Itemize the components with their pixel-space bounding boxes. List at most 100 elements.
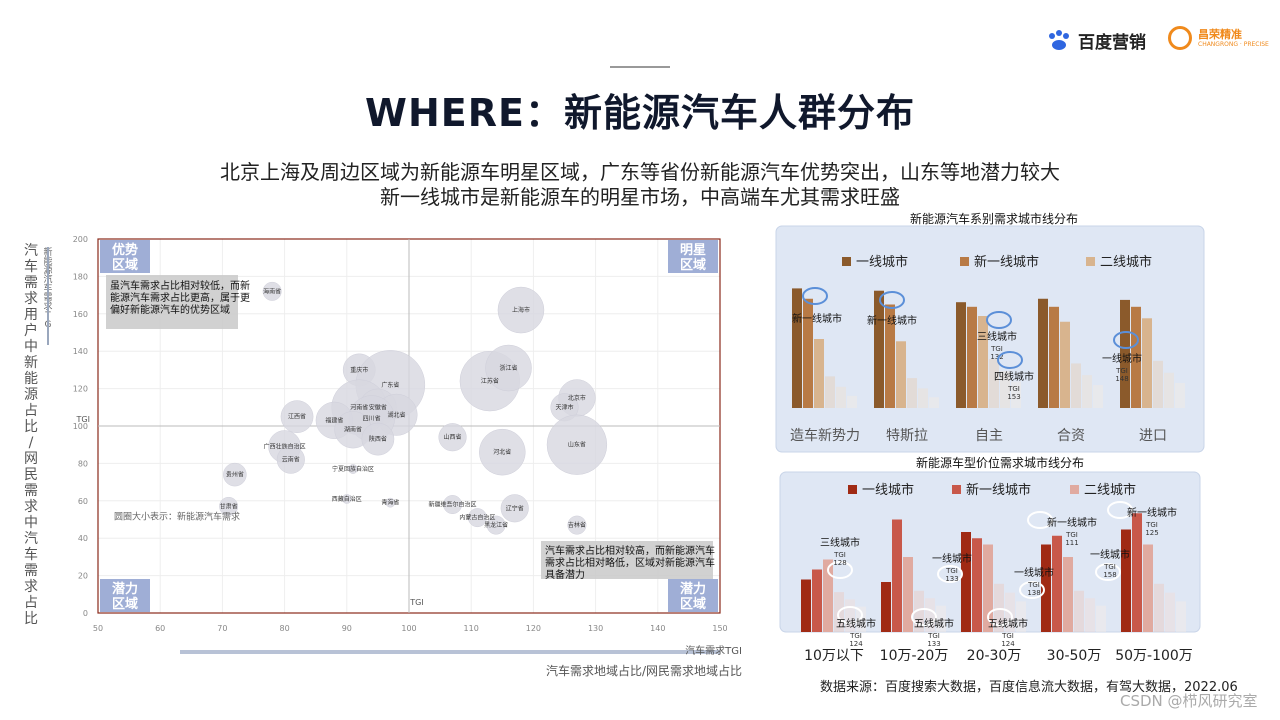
- category-label: 50万-100万: [1115, 648, 1193, 664]
- bar: [1143, 544, 1153, 632]
- changrong-logo-text: 昌荣精准: [1198, 27, 1242, 41]
- y-axis-label: 占: [24, 595, 38, 611]
- bubble-label: 江西省: [288, 413, 306, 421]
- quadrant-label: 明星: [680, 243, 706, 258]
- annotation-top-left: 偏好新能源汽车的优势区域: [110, 303, 230, 316]
- bar: [792, 288, 802, 408]
- bubble-point: [467, 508, 487, 528]
- bar: [1082, 375, 1092, 408]
- bubble-label: 江苏省: [481, 377, 499, 385]
- highlight-circle: [1095, 563, 1121, 581]
- bar: [847, 395, 857, 408]
- bar: [1093, 385, 1103, 408]
- bar: [812, 569, 822, 632]
- legend-label: 一线城市: [862, 482, 914, 498]
- y-axis-label: 源: [24, 387, 38, 403]
- bar: [1153, 360, 1163, 408]
- bar: [1176, 601, 1186, 632]
- bar: [903, 557, 913, 632]
- bubble-label: 新疆维吾尔自治区: [429, 501, 477, 509]
- quadrant-label: 潜力: [680, 581, 706, 597]
- quadrant-box: [100, 579, 150, 612]
- bar: [1074, 590, 1084, 632]
- y-axis-label: 求: [24, 579, 38, 595]
- y-tick-label: 140: [73, 347, 88, 356]
- highlight-circle: [802, 287, 828, 305]
- annotation-bottom-right: 具备潜力: [545, 568, 585, 581]
- y-tick-label: 120: [73, 385, 88, 394]
- highlight-circle: [1107, 501, 1133, 519]
- quadrant-label: 优势: [112, 242, 138, 258]
- bubble-point: [280, 400, 314, 433]
- bubble-label: 广西壮族自治区: [264, 443, 306, 451]
- size-note: 圆圈大小表示：新能源汽车需求: [114, 511, 240, 523]
- bar: [914, 590, 924, 632]
- quadrant-box: [668, 579, 718, 612]
- bubble-label: 辽宁省: [506, 504, 524, 512]
- legend-swatch: [1070, 485, 1079, 494]
- bubble-point: [438, 423, 467, 452]
- bar: [1164, 372, 1174, 408]
- baidu-logo-text: 百度营销: [1078, 33, 1146, 53]
- bar: [929, 397, 939, 408]
- bubble-label: 河北省: [493, 448, 511, 456]
- bubble-label: 上海市: [512, 306, 530, 314]
- bar: [823, 559, 833, 632]
- bar: [956, 302, 966, 408]
- bar: [1041, 544, 1051, 632]
- bar: [961, 532, 971, 632]
- x-tick-label: 110: [464, 624, 479, 633]
- bar: [1000, 371, 1010, 408]
- legend-swatch: [960, 257, 969, 266]
- bar: [1085, 598, 1095, 632]
- bubble-point: [276, 445, 305, 474]
- bar: [1154, 583, 1164, 632]
- bubble-point: [479, 428, 526, 476]
- bubble-point: [361, 422, 395, 456]
- bubble-point: [567, 515, 587, 535]
- legend-swatch: [1086, 257, 1095, 266]
- highlight-label: 三线城市: [820, 536, 860, 549]
- legend-swatch: [952, 485, 961, 494]
- highlight-tgi: TGI: [1103, 563, 1116, 571]
- bubble-label: 天津市: [555, 403, 573, 411]
- highlight-circle: [1027, 511, 1053, 529]
- bubble-label: 海南省: [263, 287, 281, 295]
- category-label: 进口: [1139, 428, 1167, 444]
- title-divider: [610, 66, 670, 68]
- bubble-point: [385, 497, 396, 508]
- y-tick-label: 200: [73, 235, 88, 244]
- annotation-bottom-right: 需求占比相对略低，区域对新能源汽车: [545, 556, 715, 569]
- highlight-tgi-value: 124: [1001, 640, 1015, 648]
- highlight-tgi: TGI: [1007, 385, 1020, 393]
- bar: [978, 316, 988, 408]
- highlight-label: 一线城市: [1102, 352, 1142, 365]
- highlight-tgi: TGI: [1065, 531, 1078, 539]
- highlight-tgi-value: 132: [990, 353, 1003, 361]
- highlight-tgi-value: 124: [849, 640, 863, 648]
- bubble-label: 山东省: [568, 441, 586, 449]
- category-label: 10万以下: [804, 648, 864, 664]
- page-title: WHERE：新能源汽车人群分布: [365, 91, 915, 135]
- y-axis-label: 网: [24, 451, 38, 467]
- bubble-point: [485, 344, 532, 392]
- bubble-point: [262, 281, 282, 301]
- quadrant-label: 潜力: [112, 581, 138, 597]
- annotation-box-top-left: [106, 275, 238, 329]
- bar: [972, 538, 982, 632]
- baidu-paw-icon: [1049, 29, 1069, 50]
- changrong-logo: 昌荣精准 CHANGRONG · PRECISE: [1168, 26, 1269, 50]
- legend-label: 二线城市: [1100, 254, 1152, 270]
- annotation-top-left: 虽汽车需求占比相对较低，而新: [110, 279, 250, 292]
- bubble-label: 湖南省: [344, 426, 362, 434]
- y-axis-label: 需: [24, 563, 38, 579]
- highlight-tgi-value: 133: [927, 640, 940, 648]
- y-axis-label: 车: [24, 546, 38, 563]
- category-label: 合资: [1057, 428, 1085, 444]
- bar: [1063, 557, 1073, 632]
- bar: [1142, 318, 1152, 408]
- highlight-tgi-value: 153: [1007, 393, 1020, 401]
- y-axis-label: 需: [24, 275, 38, 291]
- bubble-point: [219, 496, 239, 516]
- bar: [1011, 381, 1021, 408]
